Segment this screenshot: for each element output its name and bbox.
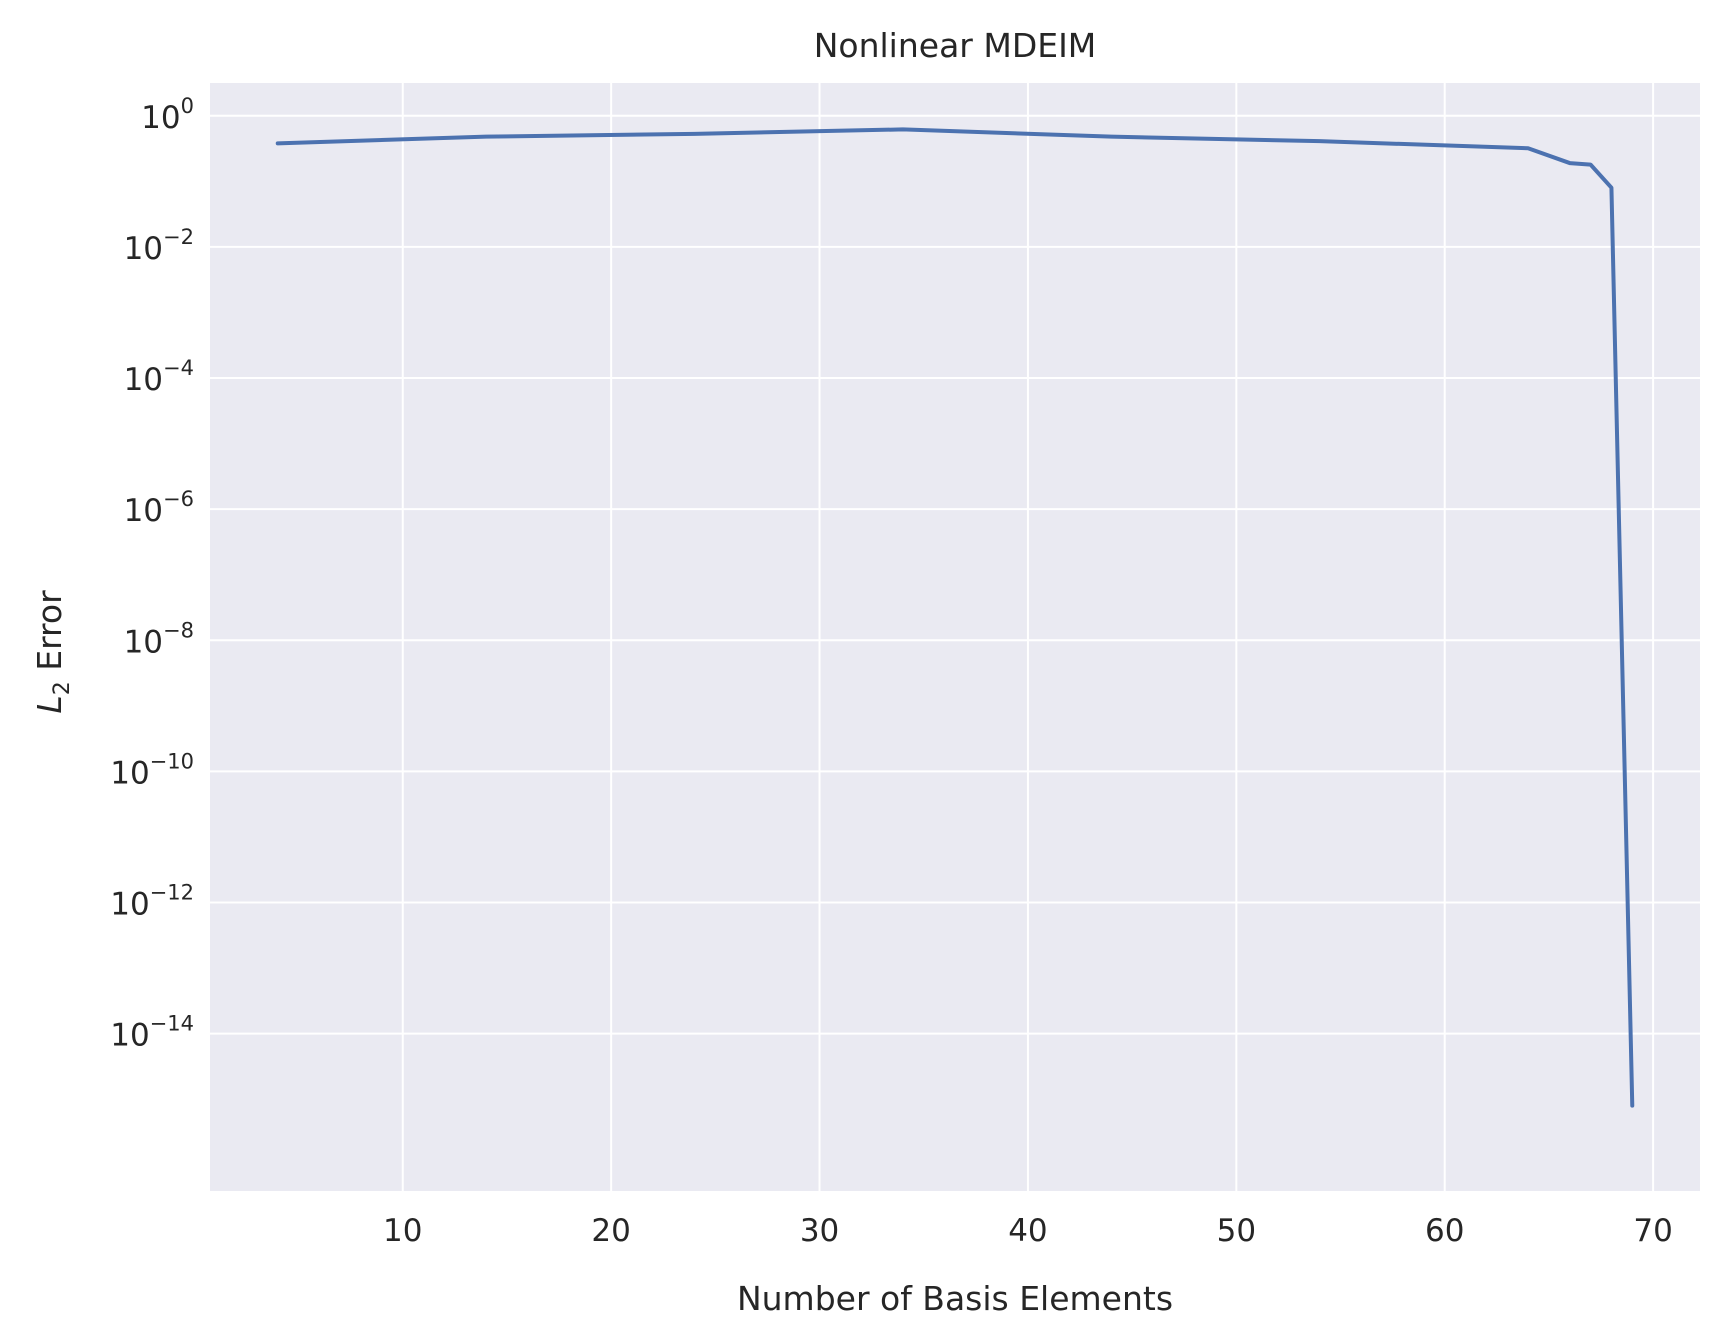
- x-tick-label: 10: [383, 1213, 422, 1249]
- plot-background: [210, 83, 1700, 1191]
- x-tick-label: 70: [1633, 1213, 1672, 1249]
- x-tick-label: 30: [800, 1213, 839, 1249]
- x-tick-label: 50: [1217, 1213, 1256, 1249]
- x-axis-label: Number of Basis Elements: [737, 1279, 1173, 1318]
- y-tick-label: 10−12: [110, 881, 194, 923]
- y-axis-label-base: L: [30, 695, 69, 713]
- y-tick-label: 10−2: [124, 225, 194, 267]
- x-tick-label: 40: [1008, 1213, 1047, 1249]
- y-tick-label: 10−10: [110, 749, 194, 791]
- x-tick-labels: 10 20 30 40 50 60 70: [383, 1213, 1673, 1249]
- series-line: [275, 127, 1635, 1108]
- series-layer: [275, 127, 1635, 1108]
- y-tick-label: 10−8: [124, 618, 194, 660]
- y-tick-label: 10−4: [124, 356, 194, 398]
- y-tick-labels: 100 10−2 10−4 10−6 10−8 10−10 10−12 10−14: [110, 94, 194, 1054]
- y-tick-label: 10−14: [110, 1012, 194, 1054]
- y-axis-label: L2 Error: [30, 590, 75, 714]
- y-axis-label-subscript: 2: [50, 681, 75, 695]
- x-tick-label: 60: [1425, 1213, 1464, 1249]
- x-tick-label: 20: [591, 1213, 630, 1249]
- y-tick-label: 100: [141, 94, 194, 136]
- y-axis-label-text: Error: [30, 590, 69, 681]
- grid-lines: [210, 83, 1700, 1191]
- y-tick-label: 10−6: [124, 487, 194, 529]
- chart-title: Nonlinear MDEIM: [814, 26, 1097, 65]
